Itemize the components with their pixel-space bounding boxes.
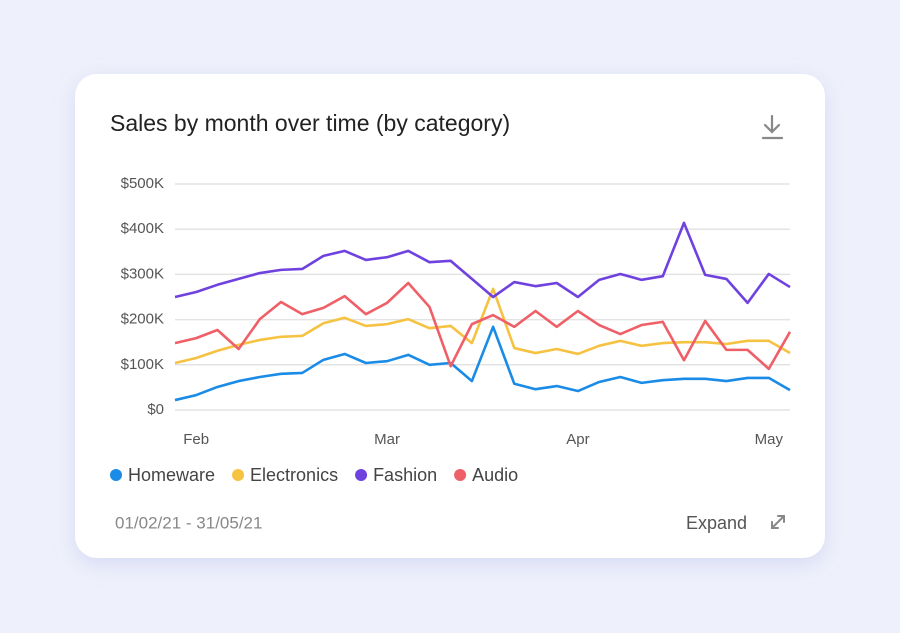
legend-label: Fashion	[373, 465, 437, 485]
x-tick-label: Mar	[374, 431, 400, 448]
legend-label: Audio	[472, 465, 518, 485]
legend: Homeware Electronics Fashion Audio	[110, 465, 518, 485]
card	[75, 74, 825, 558]
legend-marker	[355, 469, 368, 481]
series-line	[174, 221, 791, 305]
y-tick-label: $300K	[121, 265, 164, 282]
expand-icon[interactable]	[771, 515, 785, 529]
series-line	[174, 287, 791, 365]
legend-marker	[232, 469, 245, 481]
x-tick-label: Apr	[566, 431, 589, 448]
legend-label: Homeware	[128, 465, 215, 485]
y-tick-label: $100K	[121, 356, 164, 373]
x-tick-label: May	[755, 431, 784, 448]
series-line	[174, 281, 792, 371]
expand-button[interactable]: Expand	[686, 513, 747, 533]
y-tick-label: $500K	[121, 175, 164, 192]
legend-marker	[454, 469, 467, 481]
y-tick-label: $0	[147, 401, 164, 418]
x-tick-label: Feb	[183, 431, 209, 448]
download-icon[interactable]	[761, 114, 784, 140]
series-line	[174, 325, 791, 402]
legend-marker	[110, 469, 122, 481]
y-tick-label: $200K	[121, 311, 164, 328]
y-tick-label: $400K	[121, 220, 164, 237]
date-range: 01/02/21 - 31/05/21	[115, 513, 262, 532]
chart-title: Sales by month over time (by category)	[110, 110, 510, 136]
legend-label: Electronics	[250, 465, 338, 485]
plot: $0 $100K $200K $300K $400K $500K Feb Mar Apr May	[121, 175, 792, 448]
